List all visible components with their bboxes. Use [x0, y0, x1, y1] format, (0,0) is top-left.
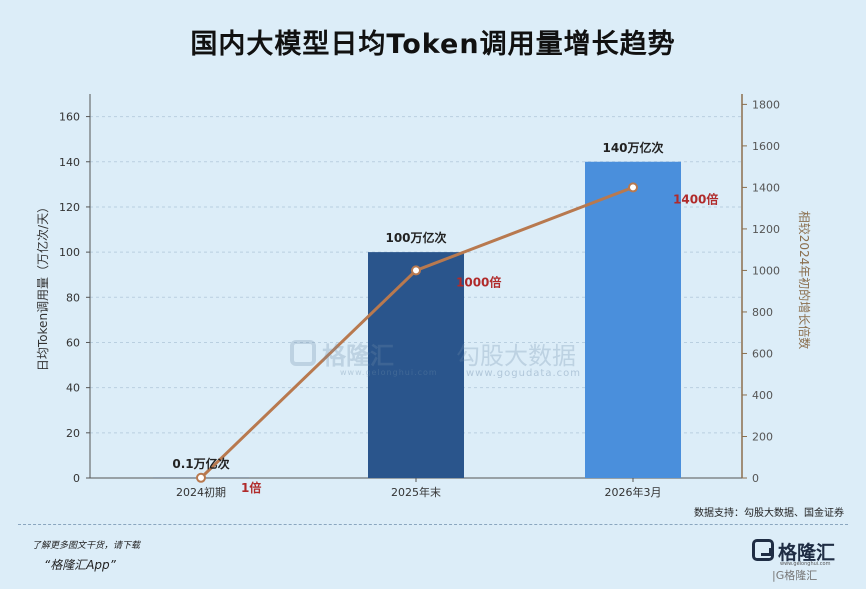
y2-tick-label: 1400 [752, 181, 780, 194]
watermark-logo-icon [290, 340, 316, 366]
bar-value-label: 140万亿次 [602, 140, 663, 155]
data-source: 数据支持：勾股大数据、国金证券 [694, 508, 844, 519]
y-tick-label: 20 [66, 427, 80, 440]
growth-point [411, 265, 421, 276]
growth-label: 1400倍 [673, 191, 718, 206]
y2-tick-label: 200 [752, 430, 773, 443]
growth-label: 1000倍 [456, 274, 501, 289]
growth-label: 1倍 [241, 480, 261, 495]
y2-tick-label: 1600 [752, 140, 780, 153]
y-tick-label: 0 [73, 472, 80, 485]
bar-value-label: 0.1万亿次 [172, 456, 229, 471]
brand-logo[interactable]: 格隆汇 www.gelonghui.com |G格隆汇 [752, 537, 844, 582]
y2-axis-title: 相较2024年初的增长倍数 [797, 211, 812, 350]
watermark-url2: www.gogudata.com [466, 368, 582, 379]
brand-logo-icon [752, 539, 774, 561]
y2-tick-label: 1800 [752, 98, 780, 111]
chart-title: 国内大模型日均Token调用量增长趋势 [190, 29, 676, 60]
y-tick-label: 140 [59, 156, 80, 169]
y-tick-label: 60 [66, 336, 80, 349]
footer-divider [18, 524, 848, 525]
y-tick-label: 40 [66, 382, 80, 395]
watermark-name: 格隆汇 [322, 342, 394, 370]
y-axis-title: 日均Token调用量（万亿次/天） [35, 201, 50, 371]
promo-text: 了解更多图文干货，请下载 [32, 541, 141, 551]
y2-tick-label: 800 [752, 306, 773, 319]
watermark-name2: 勾股大数据 [456, 342, 576, 370]
brand-name: 格隆汇 [778, 542, 836, 564]
line-series [196, 182, 638, 483]
bar [585, 161, 681, 478]
bar-value-label: 100万亿次 [385, 230, 446, 245]
y-tick-label: 160 [59, 111, 80, 124]
left-axis: 0 20 40 60 80 100 120 140 160 日均Token调用量（万亿次/天） 20… [35, 94, 742, 499]
right-axis: 0 200 400 600 800 1000 1200 1400 1600 1800 相较2024年… [741, 94, 812, 485]
y2-tick-label: 600 [752, 347, 773, 360]
y2-tick-label: 1000 [752, 264, 780, 277]
y2-tick-label: 0 [752, 472, 759, 485]
watermark-url: www.gelonghui.com [340, 368, 438, 377]
labels: 0.1万亿次 100万亿次 140万亿次 1倍 1000倍 1400倍 [172, 140, 718, 495]
growth-point [628, 182, 638, 193]
y-tick-label: 80 [66, 291, 80, 304]
x-tick-label: 2026年3月 [605, 485, 662, 499]
y-tick-label: 100 [59, 246, 80, 259]
brand-sub: |G格隆汇 [772, 569, 818, 582]
y-tick-label: 120 [59, 201, 80, 214]
brand-url: www.gelonghui.com [780, 561, 831, 567]
x-tick-label: 2024初期 [176, 485, 226, 499]
growth-point [196, 472, 206, 483]
y2-tick-label: 1200 [752, 223, 780, 236]
x-tick-label: 2025年末 [391, 485, 441, 499]
y2-tick-label: 400 [752, 389, 773, 402]
bar [368, 252, 464, 478]
bars [153, 161, 681, 478]
promo-app-name: “格隆汇App” [44, 558, 116, 572]
